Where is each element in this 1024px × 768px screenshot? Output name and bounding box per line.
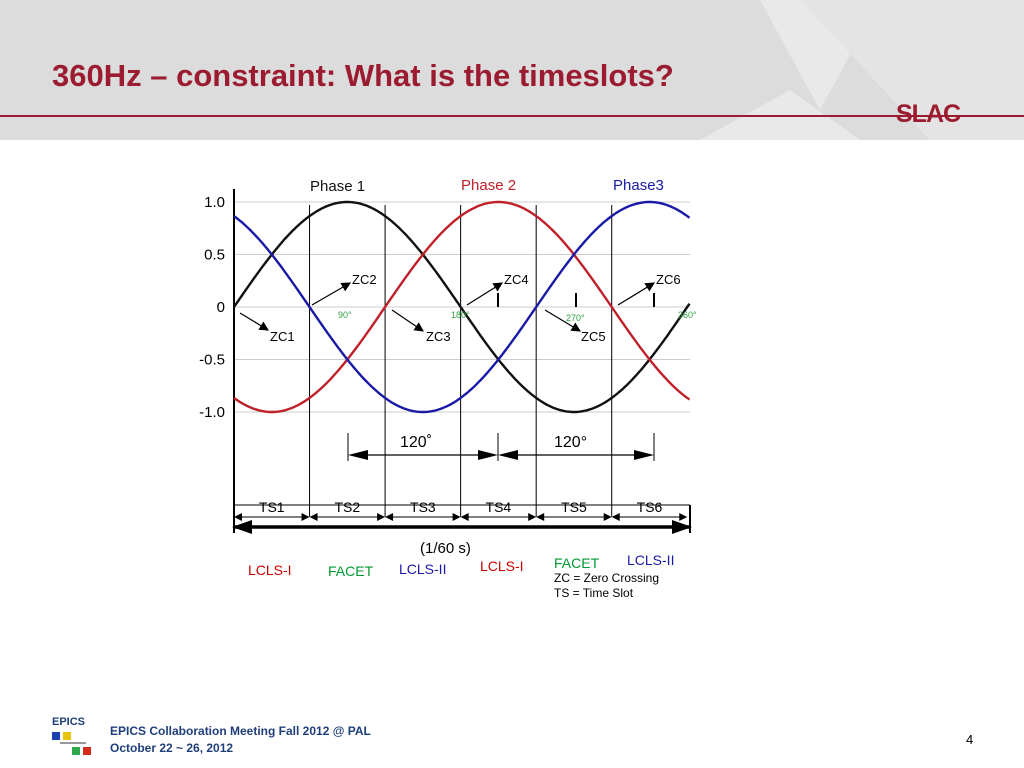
timeslot-label: TS6 [637, 499, 663, 515]
slide-header: 360Hz – constraint: What is the timeslot… [0, 0, 1024, 140]
timeslot-arrow-head [452, 513, 461, 521]
page-number: 4 [966, 732, 974, 747]
epics-logo-text: EPICS [52, 716, 86, 728]
timeslot-arrow-head [679, 513, 688, 521]
degree-marks: 90° 180° 270° 360° [338, 310, 697, 323]
three-phase-diagram: 1.0 0.5 0 -0.5 -1.0 Phase 1 Phase 2 Phase3 Z… [199, 177, 697, 600]
zero-crossing-annotations: ZC1 ZC2 ZC3 ZC4 ZC5 ZC6 [239, 272, 681, 344]
timeslot-arrow-head [234, 513, 242, 521]
y-tick-label: -1.0 [199, 404, 225, 421]
timeslot-arrow-head [528, 513, 537, 521]
timeslot-label: TS2 [334, 499, 360, 515]
assign-ts5: FACET [554, 555, 600, 571]
zc2-label: ZC2 [352, 272, 377, 287]
assign-ts1: LCLS-I [248, 562, 292, 578]
period-arrow-right-head [672, 520, 692, 534]
timeslot-label: TS4 [486, 499, 512, 515]
zc5-label: ZC5 [581, 329, 606, 344]
timeslot-arrow-head [536, 513, 545, 521]
span-120-left: 120˚ [400, 434, 432, 451]
degree-90: 90° [338, 310, 352, 320]
assign-ts4: LCLS-I [480, 558, 524, 574]
timeslot-arrow-head [460, 513, 469, 521]
assign-ts6: LCLS-II [627, 552, 674, 568]
phase-2-wave [233, 200, 691, 414]
timeslot-arrow-head [603, 513, 612, 521]
phase-waves [233, 200, 691, 414]
footer-text: EPICS Collaboration Meeting Fall 2012 @ … [110, 723, 371, 757]
period-label: (1/60 s) [420, 540, 471, 557]
legend-zc: ZC = Zero Crossing [554, 571, 659, 585]
footer-line-1: EPICS Collaboration Meeting Fall 2012 @ … [110, 724, 371, 738]
phase-1-wave [233, 200, 691, 414]
header-decoration [0, 0, 1024, 140]
epics-logo: EPICS [50, 716, 100, 760]
degree-180: 180° [451, 310, 470, 320]
y-tick-label: 0 [217, 299, 225, 316]
degree-360: 360° [678, 310, 697, 320]
phase-3-wave [233, 200, 691, 414]
zc6-label: ZC6 [656, 272, 681, 287]
zc1-label: ZC1 [270, 329, 295, 344]
y-tick-labels: 1.0 0.5 0 -0.5 -1.0 [199, 194, 225, 421]
assign-ts3: LCLS-II [399, 561, 446, 577]
zc4-label: ZC4 [504, 272, 529, 287]
timeslot-arrow-head [309, 513, 318, 521]
footer-line-2: October 22 ~ 26, 2012 [110, 741, 234, 755]
phase-span-arrows: 120˚ 120° [347, 433, 655, 461]
y-tick-label: 0.5 [204, 247, 225, 264]
timeslot-label: TS3 [410, 499, 436, 515]
y-tick-label: 1.0 [204, 194, 225, 211]
timeslot-bar: TS1 TS2 TS3 TS4 TS5 TS6 [234, 499, 690, 521]
timeslot-arrow-head [377, 513, 386, 521]
period-arrow-left-head [232, 520, 252, 534]
timeslot-label: TS5 [561, 499, 587, 515]
legend-ts: TS = Time Slot [554, 586, 634, 600]
phase-2-label: Phase 2 [461, 177, 516, 194]
timeslot-label: TS1 [259, 499, 285, 515]
slac-logo: SLAC [896, 100, 961, 128]
timeslot-arrow-head [611, 513, 620, 521]
span-120-right: 120° [554, 434, 587, 451]
assign-ts2: FACET [328, 563, 374, 579]
timeslot-arrow-head [385, 513, 394, 521]
slide-title: 360Hz – constraint: What is the timeslot… [52, 58, 674, 93]
zc3-label: ZC3 [426, 329, 451, 344]
y-tick-label: -0.5 [199, 352, 225, 369]
timeslot-divider-lines [309, 205, 613, 517]
phase-3-label: Phase3 [613, 177, 664, 194]
degree-270: 270° [566, 313, 585, 323]
phase-1-label: Phase 1 [310, 178, 365, 195]
axes [233, 189, 691, 533]
timeslot-arrow-head [301, 513, 310, 521]
